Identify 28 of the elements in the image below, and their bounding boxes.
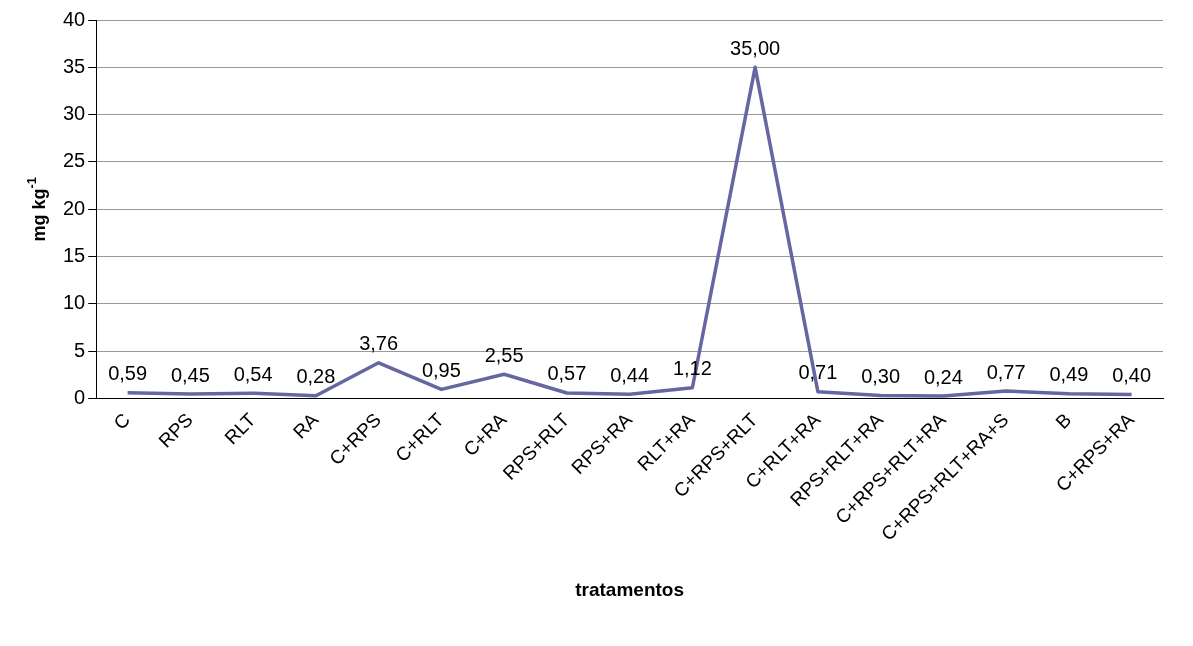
x-tick-label: RA: [288, 408, 323, 443]
data-label: 35,00: [730, 36, 781, 59]
y-tick-label: 35: [63, 54, 86, 77]
data-label: 2,55: [484, 343, 524, 366]
y-tick-label: 25: [63, 149, 86, 172]
data-label: 0,95: [421, 358, 461, 381]
data-label: 0,57: [547, 362, 587, 385]
data-label: 0,30: [861, 365, 901, 388]
y-axis-title: mg kg-1: [23, 176, 49, 242]
y-tick-label: 0: [74, 385, 86, 408]
data-label: 0,59: [108, 362, 148, 385]
data-label: 0,40: [1112, 364, 1152, 387]
y-tick-label: 15: [63, 243, 86, 266]
data-label: 3,76: [359, 332, 399, 355]
data-label: 0,77: [986, 360, 1026, 383]
x-tick-label: C: [109, 409, 135, 434]
y-tick-label: 30: [63, 102, 86, 125]
data-label: 0,24: [923, 365, 963, 388]
data-label: 0,44: [610, 363, 650, 386]
x-axis-title: tratamentos: [575, 578, 684, 600]
y-tick-label: 40: [63, 7, 86, 30]
y-tick-label: 10: [63, 291, 86, 314]
data-label: 0,54: [233, 362, 273, 385]
y-tick-label: 20: [63, 196, 86, 219]
y-tick-label: 5: [74, 338, 86, 361]
data-label: 0,28: [296, 365, 336, 388]
data-label: 0,49: [1049, 363, 1089, 386]
data-label: 0,45: [170, 363, 210, 386]
